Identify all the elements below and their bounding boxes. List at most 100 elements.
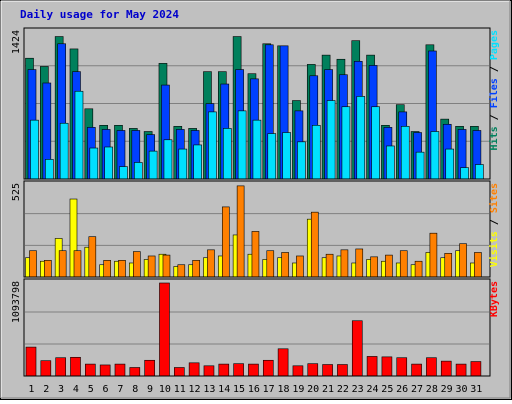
pages-bar — [178, 148, 188, 180]
kbytes-bar — [262, 359, 274, 377]
pages-bar — [267, 133, 277, 180]
legend-label: Hits / Files / Pages — [488, 30, 500, 150]
kbytes-bar — [381, 356, 393, 377]
kbytes-bar — [307, 363, 319, 377]
y-max-label: 525 — [11, 183, 22, 201]
pages-bar — [148, 150, 158, 180]
day-label: 3 — [58, 384, 64, 395]
pages-bar — [134, 162, 143, 180]
sites-bar — [340, 249, 349, 278]
y-max-label: 1093798 — [11, 281, 22, 323]
pages-bar — [297, 141, 306, 180]
panel-frame — [23, 180, 491, 278]
sites-bar — [296, 255, 304, 278]
pages-bar — [386, 145, 395, 180]
kbytes-bar — [366, 356, 378, 377]
sites-bar — [29, 250, 37, 278]
sites-bar — [385, 254, 393, 278]
sites-bar — [73, 250, 82, 278]
sites-bar — [251, 231, 260, 278]
kbytes-bar — [159, 282, 170, 377]
sites-bar — [192, 260, 200, 278]
legend-files: Files — [488, 78, 500, 108]
kbytes-bar — [455, 363, 467, 377]
pages-bar — [193, 144, 202, 180]
kbytes-bar — [174, 367, 185, 377]
sites-bar — [325, 253, 334, 278]
kbytes-bar — [233, 363, 244, 377]
y-max-label: 1424 — [11, 30, 22, 54]
kbytes-bar — [351, 320, 363, 377]
sites-bar — [58, 250, 67, 278]
sites-bar — [236, 185, 245, 278]
kbytes-bar — [85, 363, 96, 377]
day-label: 26 — [396, 384, 408, 395]
sites-bar — [459, 243, 467, 278]
sites-bar — [444, 253, 453, 278]
pages-bar — [59, 122, 69, 180]
sites-bar — [355, 248, 364, 278]
sites-bar — [414, 260, 423, 278]
day-label: 27 — [411, 384, 423, 395]
sites-bar — [370, 256, 378, 278]
day-label: 17 — [263, 384, 275, 395]
day-label: 13 — [203, 384, 215, 395]
legend-separator: / — [489, 60, 500, 78]
sites-bar — [162, 254, 171, 278]
legend-label: KBytes — [489, 281, 500, 317]
kbytes-bar — [144, 359, 155, 377]
kbytes-bar — [470, 361, 482, 377]
pages-bar — [371, 106, 380, 180]
kbytes-bar — [114, 363, 126, 377]
sites-bar — [399, 250, 408, 278]
pages-bar — [237, 110, 247, 180]
kbytes-bar — [292, 365, 304, 377]
sites-bar — [147, 255, 156, 278]
pages-bar — [30, 119, 39, 180]
kbytes-bar — [218, 363, 230, 377]
pages-bar — [311, 125, 321, 180]
kbytes-bar — [322, 364, 333, 377]
day-label: 9 — [147, 384, 153, 395]
kbytes-bar — [426, 357, 437, 377]
day-label: 8 — [132, 384, 138, 395]
sites-bar — [177, 264, 186, 278]
kbytes-bar — [99, 364, 111, 377]
x-axis-labels: 1 2 3 4 5 6 7 8 9 10 11 12 13 14 15 16 17 18 19 20 21 22 23 24 2… — [28, 384, 482, 395]
kbytes-bar — [411, 363, 422, 377]
pages-bar — [460, 167, 469, 180]
day-label: 22 — [337, 384, 349, 395]
day-label: 2 — [43, 384, 49, 395]
legend-pages: Pages — [489, 30, 500, 60]
pages-bar — [400, 126, 410, 180]
day-label: 14 — [218, 384, 230, 395]
sites-bar — [133, 251, 141, 278]
day-label: 10 — [159, 384, 171, 395]
day-label: 24 — [366, 384, 378, 395]
pages-bar — [104, 146, 113, 180]
day-label: 6 — [103, 384, 109, 395]
day-label: 12 — [189, 384, 201, 395]
pages-bar — [282, 132, 291, 180]
day-label: 7 — [117, 384, 123, 395]
legend-kbytes: KBytes — [489, 281, 500, 317]
sites-bar — [118, 260, 126, 278]
sites-bar — [44, 260, 52, 278]
day-label: 20 — [307, 384, 319, 395]
legend-label: Visits / Sites — [488, 183, 500, 267]
kbytes-bar — [70, 356, 81, 377]
kbytes-bar — [203, 365, 215, 377]
kbytes-bar — [188, 362, 200, 377]
day-label: 19 — [292, 384, 304, 395]
sites-bar — [221, 206, 230, 278]
sites-bar — [103, 260, 111, 278]
sites-bar — [474, 252, 482, 278]
pages-bar — [119, 166, 128, 180]
day-label: 4 — [73, 384, 79, 395]
kbytes-bar — [25, 346, 37, 377]
kbytes-bar — [277, 348, 289, 377]
day-label: 11 — [174, 384, 186, 395]
day-label: 16 — [248, 384, 260, 395]
kbytes-bar — [248, 363, 259, 377]
